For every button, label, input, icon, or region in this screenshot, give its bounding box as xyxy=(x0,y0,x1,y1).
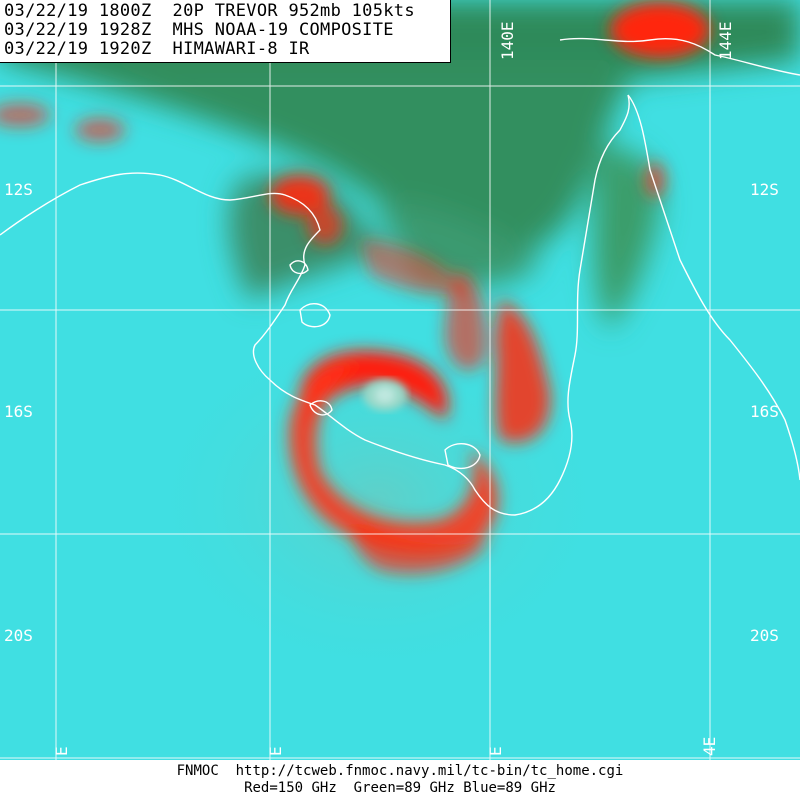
lat-label-16s-left: 16S xyxy=(4,402,33,421)
coastline xyxy=(0,37,800,516)
lat-label-12s-right: 12S xyxy=(750,180,779,199)
lat-label-20s-left: 20S xyxy=(4,626,33,645)
lon-label-bottom-3: E xyxy=(486,746,505,756)
lon-label-144e: 144E xyxy=(716,21,735,60)
lon-label-140e: 140E xyxy=(498,21,517,60)
microwave-composite-imagery xyxy=(0,0,800,760)
header-line-time-storm: 03/22/19 1800Z 20P TREVOR 952mb 105kts xyxy=(4,1,415,21)
lon-label-bottom-1: E xyxy=(52,746,71,756)
footer-source-url: FNMOC http://tcweb.fnmoc.navy.mil/tc-bin… xyxy=(176,763,624,779)
lat-label-16s-right: 16S xyxy=(750,402,779,421)
storm-eye xyxy=(363,379,407,411)
lon-label-bottom-4: 4E xyxy=(700,736,719,756)
footer-channel-legend: Red=150 GHz Green=89 GHz Blue=89 GHz xyxy=(244,780,556,796)
lat-label-20s-right: 20S xyxy=(750,626,779,645)
footer-credits: FNMOC http://tcweb.fnmoc.navy.mil/tc-bin… xyxy=(0,760,800,800)
lon-label-bottom-2: E xyxy=(266,746,285,756)
convection-bands xyxy=(0,2,710,574)
header-line-sensor: 03/22/19 1928Z MHS NOAA-19 COMPOSITE xyxy=(4,20,394,40)
lat-label-12s-left: 12S xyxy=(4,180,33,199)
header-line-ir: 03/22/19 1920Z HIMAWARI-8 IR xyxy=(4,39,310,59)
header-info-box: 03/22/19 1800Z 20P TREVOR 952mb 105kts 0… xyxy=(0,0,451,63)
lat-lon-grid xyxy=(0,0,800,760)
